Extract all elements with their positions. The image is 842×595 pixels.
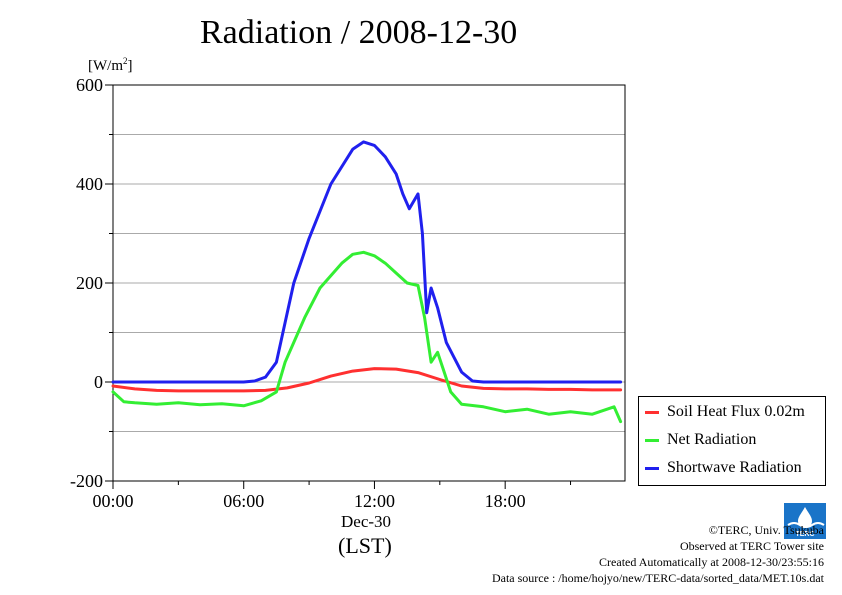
source-text: Data source : /home/hojyo/new/TERC-data/… xyxy=(491,571,824,585)
credits: ©TERC, Univ. Tsukuba Observed at TERC To… xyxy=(492,522,824,586)
y-tick-label: 600 xyxy=(76,75,103,95)
legend-swatch xyxy=(645,410,659,414)
legend-label: Soil Heat Flux 0.02m xyxy=(667,403,805,420)
legend-label: Shortwave Radiation xyxy=(667,459,802,476)
series-line-0 xyxy=(111,367,623,393)
legend-item-soil-heat-flux: Soil Heat Flux 0.02m xyxy=(645,402,805,422)
y-tick-label: 200 xyxy=(76,273,103,293)
y-tick-label: 0 xyxy=(94,372,103,392)
y-axis-label-close: ] xyxy=(127,58,133,74)
chart-title: Radiation / 2008-12-30 xyxy=(200,14,518,51)
legend-label: Net Radiation xyxy=(667,431,757,448)
y-axis-label: [W/m2] xyxy=(88,56,133,75)
observed-text: Observed at TERC Tower site xyxy=(679,539,824,553)
x-axis-date-label: Dec-30 xyxy=(341,512,392,531)
terc-logo: TERC xyxy=(784,503,826,539)
legend-item-net-radiation: Net Radiation xyxy=(645,430,756,450)
copyright-text: ©TERC, Univ. Tsukuba xyxy=(708,523,824,537)
y-axis-label-text: [W/m xyxy=(88,58,123,74)
x-tick-label: 18:00 xyxy=(485,491,526,511)
x-tick-label: 06:00 xyxy=(223,491,264,511)
legend: Soil Heat Flux 0.02m Net Radiation Short… xyxy=(638,396,826,486)
y-tick-label: 400 xyxy=(76,174,103,194)
x-tick-label: 00:00 xyxy=(92,491,133,511)
legend-swatch xyxy=(645,438,659,442)
x-axis-unit-label: (LST) xyxy=(338,533,392,558)
y-axis-label-exponent: 2 xyxy=(123,56,128,66)
legend-item-shortwave-radiation: Shortwave Radiation xyxy=(645,458,802,478)
legend-swatch xyxy=(645,466,659,470)
x-tick-label: 12:00 xyxy=(354,491,395,511)
y-tick-label: -200 xyxy=(70,471,103,491)
series-line-1 xyxy=(111,250,623,424)
logo-text: TERC xyxy=(795,531,814,538)
created-text: Created Automatically at 2008-12-30/23:5… xyxy=(599,555,824,569)
series-line-2 xyxy=(111,140,623,384)
